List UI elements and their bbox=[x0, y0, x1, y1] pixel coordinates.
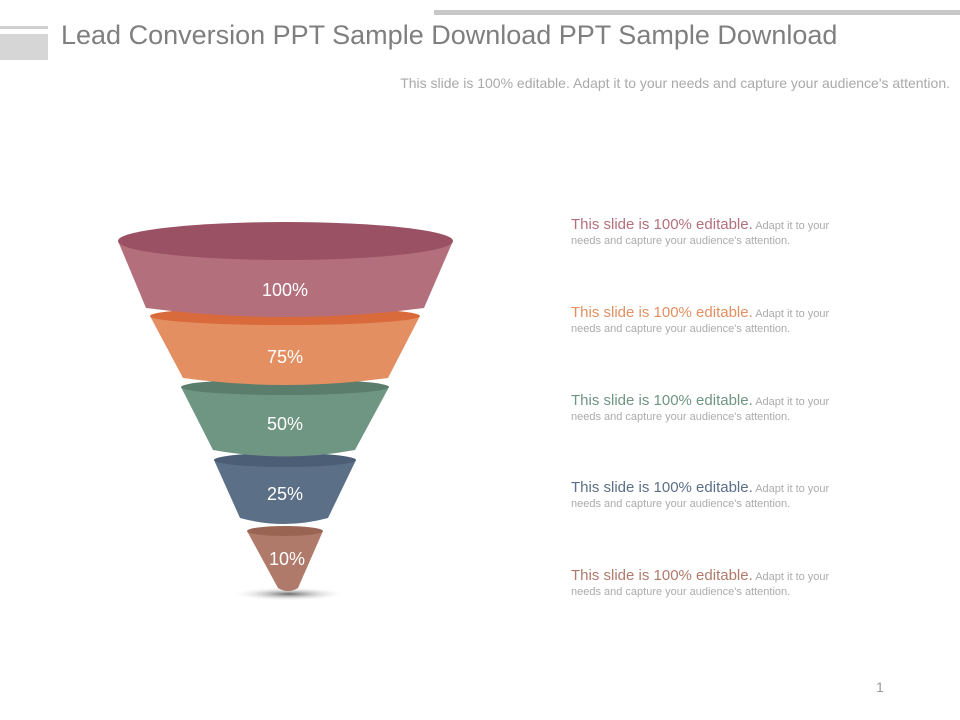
description-head: This slide is 100% editable. bbox=[571, 392, 753, 409]
page-number: 1 bbox=[876, 679, 884, 695]
corner-accent-line bbox=[0, 26, 48, 29]
description-head: This slide is 100% editable. bbox=[571, 567, 753, 584]
description-body: Adapt it to your needs and capture your … bbox=[571, 483, 830, 510]
funnel-stage-100: 100% bbox=[118, 222, 453, 317]
funnel-stage-75: 75% bbox=[150, 307, 420, 385]
description-head: This slide is 100% editable. bbox=[571, 216, 753, 233]
slide-title: Lead Conversion PPT Sample Download PPT … bbox=[61, 20, 838, 50]
description-block: This slide is 100% editable. Adapt it to… bbox=[571, 567, 833, 599]
description-head: This slide is 100% editable. bbox=[571, 479, 753, 496]
description-block: This slide is 100% editable. Adapt it to… bbox=[571, 479, 833, 511]
description-body: Adapt it to your needs and capture your … bbox=[571, 396, 830, 423]
description-head: This slide is 100% editable. bbox=[571, 304, 753, 321]
funnel-stage-label: 100% bbox=[262, 280, 308, 300]
description-block: This slide is 100% editable. Adapt it to… bbox=[571, 216, 833, 248]
funnel-stage-50: 50% bbox=[181, 379, 389, 457]
corner-accent-box bbox=[0, 34, 48, 60]
funnel-stage-label: 75% bbox=[267, 347, 303, 367]
funnel-stage-label: 25% bbox=[267, 484, 303, 504]
description-body: Adapt it to your needs and capture your … bbox=[571, 220, 830, 247]
description-block: This slide is 100% editable. Adapt it to… bbox=[571, 304, 833, 336]
slide-subtitle: This slide is 100% editable. Adapt it to… bbox=[400, 75, 950, 91]
description-body: Adapt it to your needs and capture your … bbox=[571, 571, 830, 598]
top-accent-bar bbox=[434, 10, 960, 15]
funnel-stage-25: 25% bbox=[214, 453, 356, 524]
funnel-stage-label: 50% bbox=[267, 414, 303, 434]
description-body: Adapt it to your needs and capture your … bbox=[571, 308, 830, 335]
description-block: This slide is 100% editable. Adapt it to… bbox=[571, 392, 833, 424]
funnel-stage-10: 10% bbox=[247, 526, 323, 591]
funnel-shadow bbox=[231, 587, 347, 601]
funnel-stage-label: 10% bbox=[269, 549, 305, 569]
